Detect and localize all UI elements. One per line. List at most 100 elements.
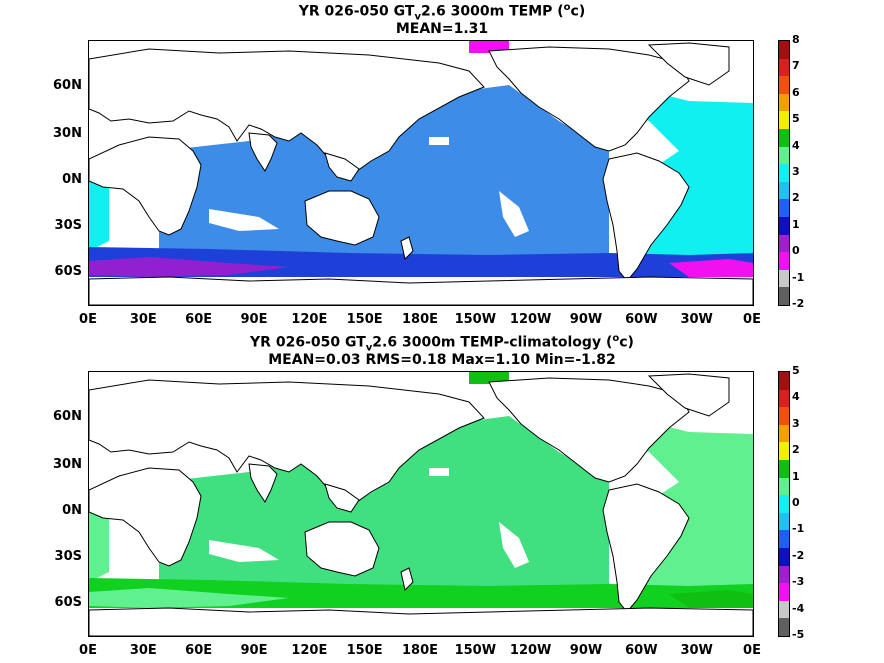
colorbar-tick-label: 1 [792,217,800,231]
lon-tick-label: 180E [401,643,439,658]
land-antarctica [89,607,753,636]
panel1-colorbar [778,40,790,306]
colorbar-tick-label: -4 [792,601,805,615]
colorbar-tick-label: 1 [792,469,800,483]
colorbar-swatch [779,111,789,129]
colorbar-tick-label: 4 [792,138,800,152]
lon-tick-label: 30W [680,312,713,327]
lat-tick-label: 30N [53,457,82,472]
lon-tick-label: 60E [185,643,213,658]
pacific-indian-field [159,416,609,598]
land-seasia [324,483,360,513]
lon-tick-label: 120W [509,312,552,327]
lon-tick-label: 90W [569,643,603,658]
lon-tick-label: 30W [680,643,713,658]
colorbar-swatch [779,565,789,584]
colorbar-tick-label: -5 [792,628,805,641]
lon-tick-label: 60E [185,312,213,327]
land-namerica [488,46,690,152]
colorbar-tick-label: 8 [792,33,800,46]
ridge-gap [429,137,449,145]
colorbar-tick-label: 2 [792,443,800,457]
colorbar-tick-label: 4 [792,390,800,404]
lon-tick-label: 150E [346,643,383,658]
ridge-gap [209,209,279,231]
land-samerica [602,152,690,282]
colorbar-tick-label: 2 [792,191,800,205]
colorbar-tick-label: 5 [792,112,800,126]
lon-tick-label: 0E [79,312,97,327]
colorbar-tick-label: 6 [792,85,800,99]
land-greenland [647,373,730,417]
map-canvas [89,41,753,305]
colorbar-swatch [779,512,789,531]
colorbar-swatch [779,372,789,390]
colorbar-tick-label: 7 [792,59,800,73]
southern-deep-band-west [89,588,289,608]
colorbar-tick-label: 0 [792,496,800,509]
ridge-gap [499,522,529,568]
lat-tick-label: 60S [54,595,82,610]
lon-tick-label: 150W [454,312,497,327]
lat-tick-label: 60N [53,409,82,424]
colorbar-swatch [779,93,789,112]
lon-tick-label: 120E [291,643,328,658]
colorbar-swatch [779,181,789,200]
panel1-title: YR 026-050 GTv2.6 3000m TEMP (oc) [298,2,586,23]
colorbar-swatch [779,269,789,288]
colorbar-swatch [779,600,789,619]
colorbar-swatch [779,234,789,253]
lat-tick-label: 0N [62,503,82,518]
lon-tick-label: 90W [569,312,603,327]
colorbar-swatch [779,252,789,270]
lon-tick-label: 120E [291,312,328,327]
lon-tick-label: 150E [346,312,383,327]
land-namerica [488,377,690,483]
map-canvas [89,372,753,636]
land-india [248,132,278,172]
colorbar-swatch [779,76,789,94]
colorbar-swatch [779,477,789,496]
colorbar-swatch [779,530,789,548]
colorbar-swatch [779,41,789,59]
colorbar-swatch [779,146,789,165]
colorbar-swatch [779,547,789,566]
lon-tick-label: 150W [454,643,497,658]
lon-tick-label: 60W [625,643,658,658]
panel2-stats: MEAN=0.03 RMS=0.18 Max=1.10 Min=-1.82 [268,352,616,368]
colorbar-swatch [779,495,789,513]
lat-tick-label: 60S [54,264,82,279]
colorbar-tick-label: -3 [792,575,805,589]
colorbar-tick-label: 3 [792,416,800,430]
southern-deep-band-east [669,259,753,277]
lat-tick-label: 30S [54,218,82,233]
colorbar-swatch [779,583,789,601]
panel1-map [88,40,754,306]
colorbar-swatch [779,618,789,636]
colorbar-swatch [779,442,789,460]
lon-tick-label: 90E [240,643,268,658]
land-nz [400,567,414,591]
colorbar-tick-label: 0 [792,244,800,258]
lon-tick-label: 0E [743,312,761,327]
land-greenland [647,42,730,86]
land-africa [89,136,202,236]
colorbar-tick-label: 3 [792,165,800,178]
ridge-gap [499,191,529,237]
land-australia [304,521,380,577]
colorbar-swatch [779,58,789,77]
lat-tick-label: 30S [54,549,82,564]
colorbar-swatch [779,287,789,305]
lon-tick-label: 30E [129,643,157,658]
lon-tick-label: 180E [401,312,439,327]
lon-tick-label: 120W [509,643,552,658]
southern-deep-band-east [669,590,753,608]
colorbar-tick-label: -1 [792,522,805,536]
land-eurasia [89,379,485,503]
land-samerica [602,483,690,613]
colorbar-swatch [779,424,789,443]
lon-tick-label: 0E [79,643,97,658]
land-africa [89,467,202,567]
land-india [248,463,278,503]
colorbar-swatch [779,216,789,235]
